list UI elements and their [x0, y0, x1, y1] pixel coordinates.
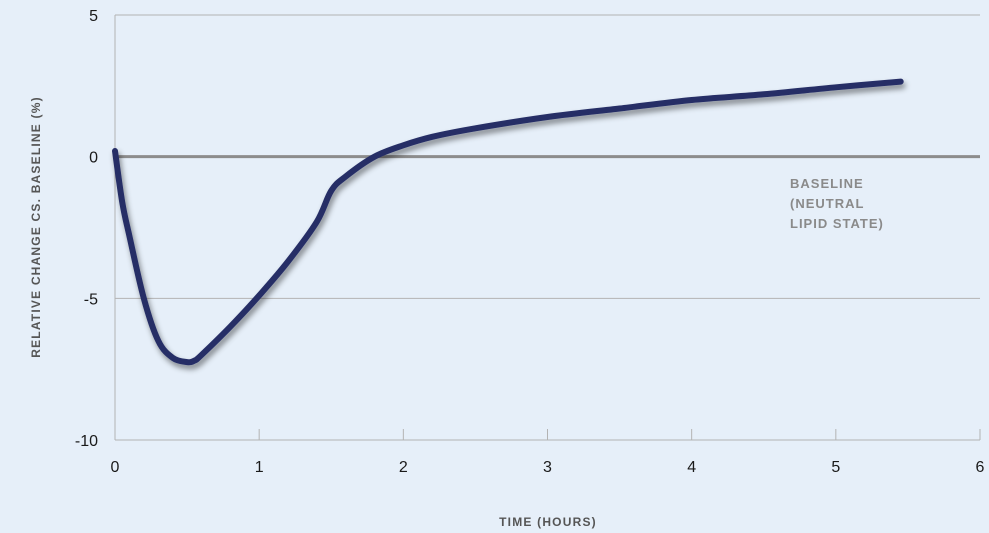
x-tick-label: 4	[687, 459, 696, 476]
series-line	[112, 78, 904, 366]
y-tick-label: -5	[84, 291, 98, 308]
y-tick-label: -10	[75, 433, 98, 450]
baseline-label-line: BASELINE	[790, 176, 864, 191]
y-tick-label: 0	[89, 150, 98, 167]
x-tick-label: 2	[399, 459, 408, 476]
y-axis-title: RELATIVE CHANGE CS. BASELINE (%)	[29, 96, 43, 358]
y-tick-label: 5	[89, 8, 98, 25]
x-tick-label: 6	[976, 459, 985, 476]
series	[112, 78, 904, 366]
x-axis-title: TIME (HOURS)	[499, 515, 597, 529]
baseline-annotation: BASELINE (NEUTRAL LIPID STATE)	[790, 176, 884, 231]
baseline-label-line: LIPID STATE)	[790, 216, 884, 231]
x-tick-label: 1	[255, 459, 264, 476]
x-tick-label: 3	[543, 459, 552, 476]
tick-labels: 0 1 2 3 4 5 6 5 0 -5 -10	[75, 8, 985, 476]
baseline-label-line: (NEUTRAL	[790, 196, 864, 211]
x-tick-label: 0	[111, 459, 120, 476]
x-tick-label: 5	[831, 459, 840, 476]
